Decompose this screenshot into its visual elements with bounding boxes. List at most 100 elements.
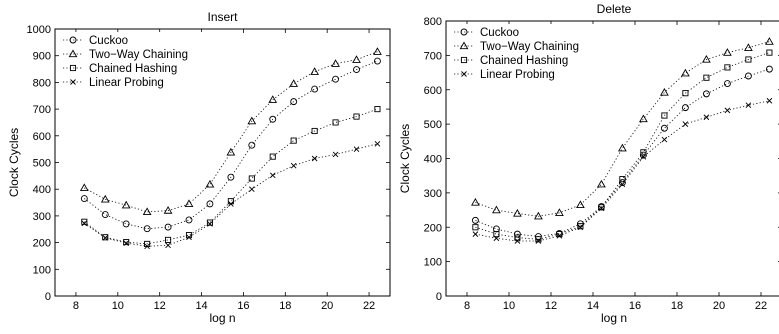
- legend-entry: Two−Way Chaining: [480, 41, 579, 53]
- data-point-circle: [353, 66, 360, 74]
- legend-entry: Chained Hashing: [480, 55, 568, 67]
- data-point-square: [766, 49, 773, 56]
- x-tick-label: 22: [755, 300, 767, 312]
- y-tick-label: 100: [424, 257, 442, 269]
- y-axis-label: Clock Cycles: [7, 128, 21, 197]
- x-axis-label: log n: [601, 311, 627, 325]
- data-series-group: [471, 37, 774, 244]
- legend-marker-x: [461, 71, 467, 77]
- legend-marker-triangle: [459, 41, 469, 50]
- chart-insert: Insert 8 10 12 14 16 18 20 22 0 100 200 300 400 500 600…: [7, 10, 391, 325]
- legend-marker-square: [69, 64, 77, 72]
- data-point-square: [248, 175, 255, 182]
- data-point-triangle: [765, 37, 774, 45]
- data-point-x: [269, 172, 276, 179]
- legend-box: [450, 24, 604, 82]
- data-point-triangle: [268, 95, 278, 103]
- series-line-circle: [84, 60, 378, 230]
- legend-marker-x: [70, 79, 76, 85]
- chart-delete: Delete 8 10 12 14 16 18 20 22 0 100 200 300 400 500 600…: [398, 2, 779, 325]
- data-point-square: [661, 112, 668, 119]
- data-point-x: [186, 234, 192, 241]
- x-tick-label: 12: [545, 300, 557, 312]
- legend-marker-square: [460, 56, 468, 64]
- data-point-square: [535, 236, 542, 243]
- data-point-triangle: [723, 48, 732, 56]
- data-point-circle: [206, 200, 214, 208]
- series-line-triangle: [84, 51, 378, 213]
- data-point-triangle: [597, 179, 606, 188]
- data-point-circle: [101, 211, 109, 219]
- data-point-triangle: [639, 114, 648, 123]
- data-point-x: [207, 221, 213, 227]
- x-axis-label: log n: [209, 311, 235, 325]
- data-point-square: [493, 231, 500, 238]
- data-point-square: [724, 64, 731, 71]
- data-point-circle: [660, 124, 668, 132]
- chart-title: Insert: [207, 10, 238, 24]
- data-point-square: [269, 153, 276, 160]
- data-point-triangle: [331, 59, 340, 67]
- legend-entry: Chained Hashing: [89, 63, 177, 75]
- data-point-x: [703, 114, 710, 121]
- y-tick-label: 400: [424, 154, 442, 166]
- data-point-triangle: [534, 211, 543, 220]
- data-point-circle: [269, 115, 277, 123]
- data-point-circle: [723, 80, 731, 88]
- data-point-triangle: [163, 206, 173, 214]
- x-tick-label: 20: [713, 300, 725, 312]
- x-tick-label: 16: [237, 300, 249, 312]
- data-point-x: [514, 238, 521, 244]
- x-tick-label: 20: [321, 300, 333, 312]
- data-point-x: [165, 242, 171, 249]
- data-point-triangle: [121, 200, 131, 209]
- data-point-square: [311, 127, 318, 135]
- data-point-square: [374, 106, 381, 113]
- data-point-circle: [185, 216, 193, 224]
- y-tick-label: 100: [33, 264, 51, 276]
- data-point-x: [619, 181, 626, 188]
- data-point-x: [123, 240, 130, 246]
- data-point-x: [661, 136, 668, 143]
- y-tick-label: 700: [424, 50, 442, 62]
- data-point-triangle: [618, 143, 627, 152]
- data-point-square: [640, 149, 647, 156]
- data-point-x: [144, 243, 150, 250]
- data-point-circle: [513, 230, 521, 238]
- data-point-square: [745, 56, 752, 63]
- data-point-triangle: [471, 197, 480, 206]
- data-point-triangle: [513, 208, 522, 217]
- legend-entry: Linear Probing: [480, 69, 555, 81]
- chart-title: Delete: [597, 2, 632, 16]
- series-line-square: [84, 108, 378, 245]
- y-tick-label: 500: [33, 158, 51, 170]
- data-point-x: [577, 224, 584, 231]
- series-line-square: [475, 52, 770, 240]
- y-tick-label: 400: [33, 184, 51, 196]
- data-point-square: [332, 119, 339, 126]
- data-point-square: [165, 236, 172, 243]
- data-point-triangle: [142, 207, 152, 216]
- data-point-circle: [164, 223, 172, 231]
- legend-entry: Two−Way Chaining: [89, 49, 188, 61]
- data-point-circle: [290, 98, 298, 106]
- data-point-square: [682, 90, 689, 97]
- data-point-triangle: [576, 200, 585, 209]
- data-point-x: [682, 121, 689, 127]
- data-point-circle: [80, 195, 88, 202]
- legend-entry: Cuckoo: [89, 35, 128, 47]
- data-point-x: [102, 234, 109, 241]
- data-point-x: [290, 162, 297, 169]
- data-point-circle: [332, 75, 340, 83]
- y-tick-label: 600: [424, 85, 442, 97]
- x-tick-label: 10: [503, 300, 515, 312]
- data-point-triangle: [289, 79, 299, 87]
- data-point-circle: [744, 72, 752, 80]
- data-point-triangle: [555, 208, 564, 216]
- data-point-circle: [765, 65, 773, 73]
- data-point-square: [123, 239, 130, 246]
- data-point-triangle: [702, 54, 711, 63]
- x-tick-label: 16: [629, 300, 641, 312]
- data-point-x: [374, 140, 381, 147]
